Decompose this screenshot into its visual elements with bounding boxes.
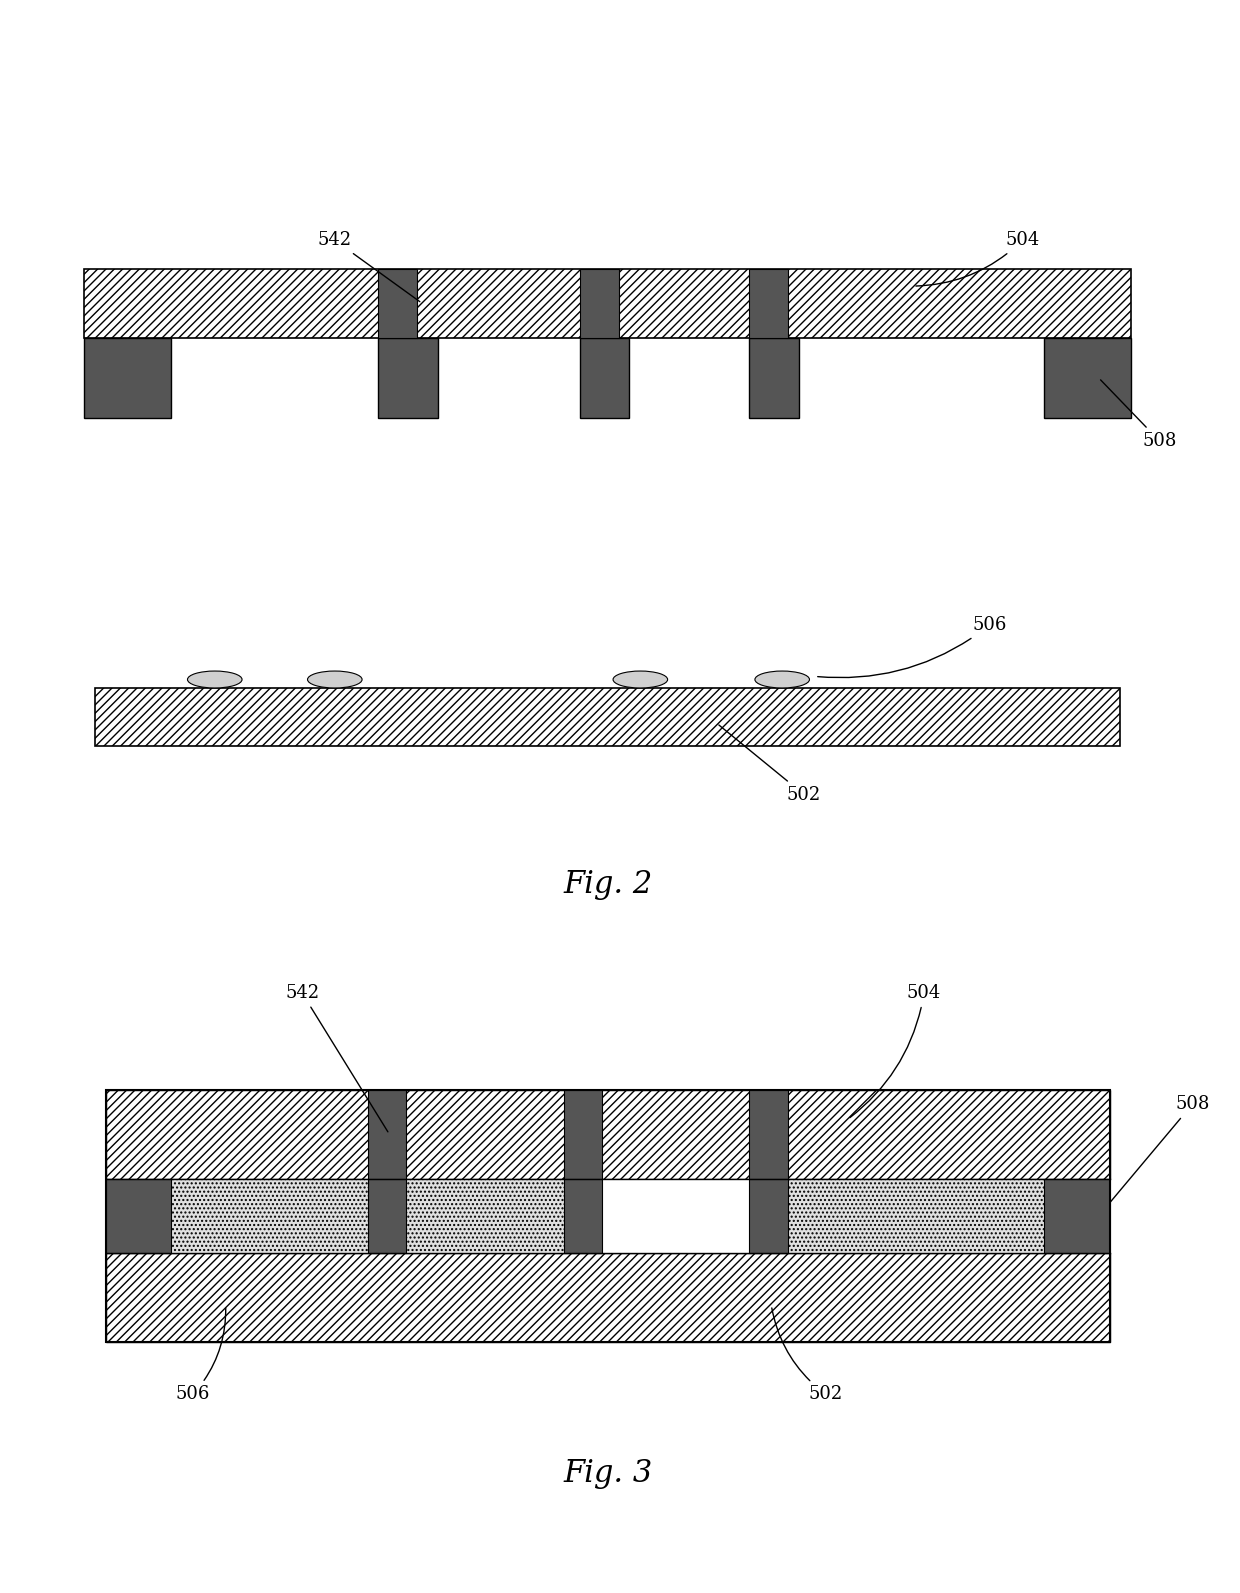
Bar — [105, 1090, 1110, 1179]
Bar — [749, 269, 787, 338]
Bar — [84, 269, 1131, 338]
Text: 542: 542 — [285, 984, 388, 1133]
Bar — [564, 1179, 603, 1254]
Bar — [603, 1179, 749, 1254]
Text: 502: 502 — [719, 725, 821, 803]
Text: 506: 506 — [817, 616, 1007, 677]
Bar — [378, 269, 417, 338]
Bar — [105, 1090, 1110, 1343]
Bar — [1044, 1179, 1110, 1254]
Bar — [105, 1179, 171, 1254]
Text: 542: 542 — [317, 231, 420, 301]
Bar — [564, 1090, 603, 1179]
Text: 504: 504 — [849, 984, 941, 1118]
Ellipse shape — [308, 671, 362, 688]
Bar — [105, 1254, 1110, 1343]
Bar — [749, 1179, 787, 1254]
Bar — [378, 338, 439, 417]
Bar — [749, 338, 799, 417]
Text: 502: 502 — [771, 1308, 843, 1403]
Bar — [94, 688, 1121, 746]
Bar — [84, 338, 171, 417]
Bar — [1044, 338, 1131, 417]
Text: 508: 508 — [1101, 379, 1177, 449]
Bar — [580, 269, 619, 338]
Bar — [603, 1179, 749, 1254]
Bar — [105, 1179, 1110, 1254]
Text: 504: 504 — [916, 231, 1039, 287]
Text: 506: 506 — [176, 1308, 226, 1403]
Bar — [749, 1090, 787, 1179]
Bar — [367, 1090, 405, 1179]
Ellipse shape — [755, 671, 810, 688]
Text: Fig. 2: Fig. 2 — [563, 868, 652, 900]
Text: 508: 508 — [1100, 1096, 1209, 1214]
Bar — [580, 338, 630, 417]
Ellipse shape — [613, 671, 667, 688]
Text: Fig. 3: Fig. 3 — [563, 1458, 652, 1489]
Ellipse shape — [187, 671, 242, 688]
Bar — [367, 1179, 405, 1254]
